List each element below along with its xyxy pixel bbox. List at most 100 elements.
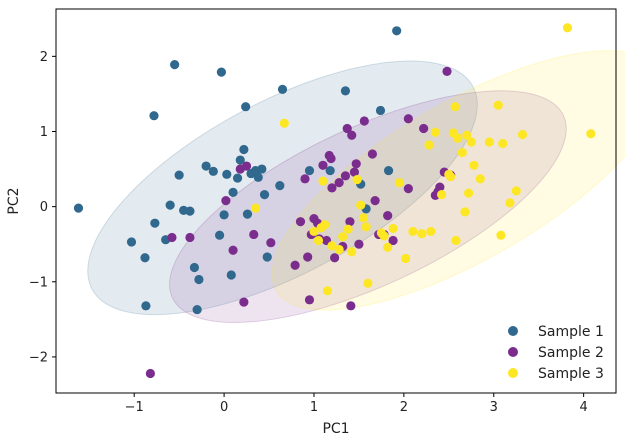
legend-marker-series-1 [508,326,518,336]
point-series-2 [295,217,306,227]
point-series-1 [392,26,402,36]
point-series-2 [318,160,328,170]
point-series-2 [330,253,340,263]
point-series-2 [304,295,315,305]
point-series-2 [185,232,195,243]
point-series-3 [496,230,506,240]
point-series-1 [73,203,84,213]
point-series-2 [351,159,361,169]
point-series-3 [511,186,521,196]
x-axis-label: PC1 [322,421,349,437]
x-tick-label: 1 [310,400,318,415]
point-series-3 [358,213,369,223]
point-series-3 [408,226,418,237]
point-series-3 [469,160,479,170]
point-series-1 [141,301,151,311]
point-series-1 [201,161,211,171]
y-tick-label: 1 [40,125,48,140]
point-series-2 [334,177,344,188]
point-series-2 [388,235,398,246]
point-series-3 [466,137,476,147]
y-tick-label: 2 [40,50,48,65]
legend-label-series-2: Sample 2 [538,345,604,361]
point-series-1 [235,155,245,165]
point-series-3 [313,235,324,246]
y-axis-ticks: −2 −1 0 1 2 [29,50,56,365]
point-series-3 [388,223,398,234]
point-series-3 [498,138,508,149]
point-series-1 [253,172,263,182]
point-series-1 [170,60,180,70]
point-series-1 [216,67,226,77]
legend-label-series-1: Sample 1 [538,324,604,340]
point-series-2 [383,211,393,221]
point-series-1 [262,252,272,262]
point-series-2 [403,114,413,124]
point-series-1 [375,105,386,116]
point-series-3 [426,226,436,237]
point-series-3 [338,232,348,242]
point-series-2 [228,245,238,255]
point-series-3 [463,188,474,198]
x-tick-label: 0 [220,400,228,415]
point-series-2 [342,123,352,134]
point-series-3 [424,140,434,150]
point-series-3 [250,203,261,213]
point-series-3 [451,235,461,246]
point-series-3 [343,224,353,234]
point-series-3 [363,278,373,288]
point-series-1 [165,200,175,210]
point-series-3 [450,102,460,112]
point-series-2 [326,153,336,164]
point-series-1 [228,187,238,197]
point-series-1 [150,218,160,228]
legend-marker-series-2 [508,347,518,357]
point-series-3 [446,171,456,182]
point-series-1 [174,170,184,180]
point-series-3 [318,176,328,186]
point-series-2 [327,183,337,193]
point-series-3 [356,200,366,210]
point-series-2 [290,260,300,270]
legend: Sample 1 Sample 2 Sample 3 [508,324,604,382]
point-series-2 [403,184,413,194]
point-series-1 [214,230,225,240]
point-series-3 [437,190,447,200]
point-series-2 [345,217,355,227]
point-series-2 [340,171,351,181]
point-series-2 [239,297,249,307]
point-series-1 [275,180,285,191]
x-tick-label: 3 [490,400,498,415]
point-series-3 [562,23,573,33]
point-series-3 [379,231,389,241]
legend-marker-series-3 [508,368,518,378]
point-series-2 [349,167,360,177]
point-series-1 [340,86,351,96]
point-series-3 [430,127,440,137]
point-series-3 [322,286,333,296]
point-series-2 [346,301,356,311]
point-series-1 [304,165,315,176]
point-series-3 [586,129,596,139]
point-series-1 [242,209,253,219]
point-series-3 [361,222,371,232]
point-series-2 [419,123,429,134]
point-series-1 [192,304,202,315]
point-series-1 [208,166,218,176]
point-series-3 [352,174,362,185]
point-series-3 [475,174,485,184]
point-series-1 [241,102,251,112]
plot-area-frame [55,8,617,394]
y-axis-label: PC2 [6,187,22,214]
point-series-3 [394,177,404,188]
point-series-3 [457,147,467,158]
point-series-2 [241,161,252,171]
point-series-1 [383,165,394,176]
y-tick-label: −2 [29,350,48,365]
point-series-1 [325,165,335,176]
point-series-3 [334,244,344,255]
point-series-3 [462,130,472,140]
point-series-1 [194,274,204,285]
point-series-2 [359,116,369,126]
